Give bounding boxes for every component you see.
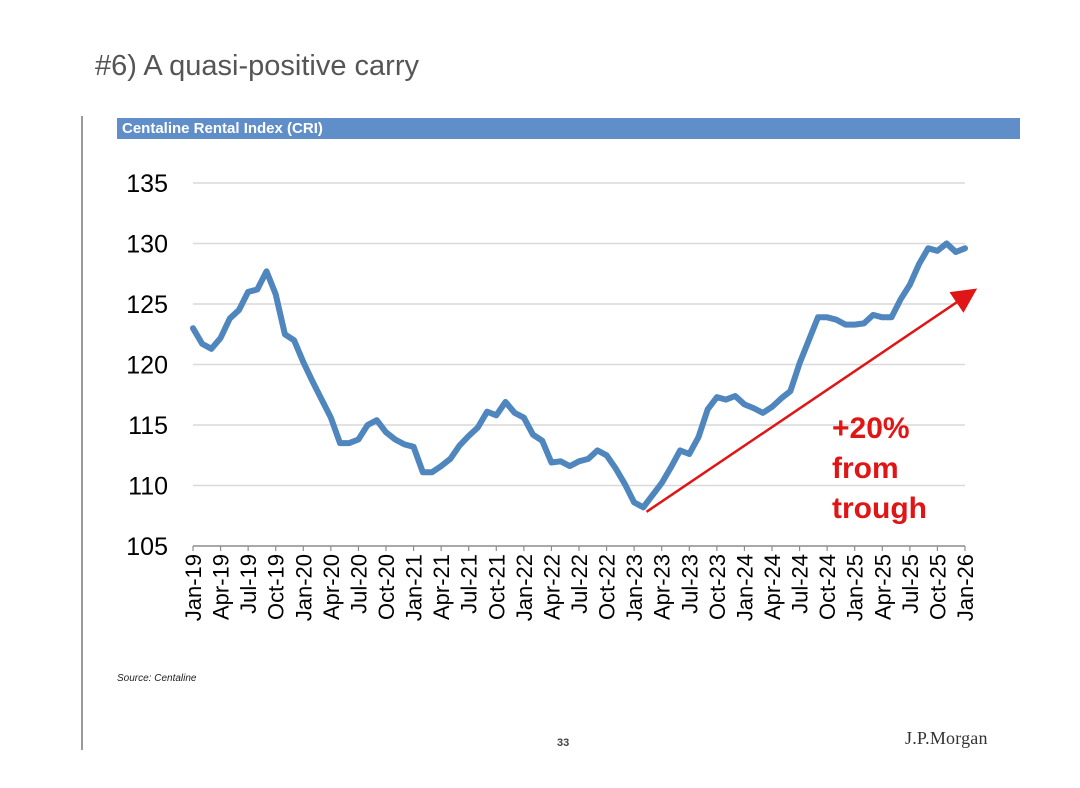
x-tick-label: Oct-25: [925, 554, 950, 620]
x-tick-label: Jan-19: [181, 554, 206, 621]
x-tick-label: Oct-23: [705, 554, 730, 620]
x-tick-label: Jul-19: [236, 554, 261, 614]
annotation-text: +20%: [832, 412, 910, 445]
x-tick-label: Apr-24: [760, 554, 785, 620]
x-tick-label: Apr-20: [319, 554, 344, 620]
x-tick-label: Apr-21: [429, 554, 454, 620]
x-tick-label: Jul-24: [788, 554, 813, 614]
y-tick-label: 130: [126, 231, 168, 259]
y-tick-label: 105: [126, 533, 168, 561]
x-tick-label: Jul-25: [898, 554, 923, 614]
y-tick-label: 135: [126, 170, 168, 198]
y-tick-label: 125: [126, 291, 168, 319]
y-tick-label: 110: [128, 473, 168, 501]
x-tick-label: Jul-20: [346, 554, 371, 614]
y-tick-label: 115: [128, 412, 168, 440]
x-tick-label: Apr-19: [209, 554, 234, 620]
slide-title: #6) A quasi-positive carry: [95, 50, 419, 82]
x-tick-label: Oct-20: [374, 554, 399, 620]
x-tick-label: Jul-23: [677, 554, 702, 614]
annotation-layer: +20% from trough: [645, 288, 978, 525]
x-tick-label: Jan-25: [843, 554, 868, 621]
x-tick-label: Jul-21: [457, 554, 482, 614]
gridlines: [193, 182, 965, 487]
chart-title: Centaline Rental Index (CRI): [117, 118, 1020, 139]
x-tick-label: Oct-19: [264, 554, 289, 620]
x-tick-label: Apr-22: [539, 554, 564, 620]
x-tick-label: Jul-22: [567, 554, 592, 614]
annotation-text: trough: [832, 492, 927, 525]
source-note: Source: Centaline: [117, 673, 197, 684]
series-layer: [190, 240, 968, 511]
page-number: 33: [557, 737, 570, 749]
x-tick-label: Oct-22: [595, 554, 620, 620]
x-tick-label: Apr-23: [650, 554, 675, 620]
x-tick-label: Jan-21: [402, 554, 427, 621]
x-tick-label: Apr-25: [870, 554, 895, 620]
y-tick-label: 120: [126, 352, 168, 380]
x-tick-label: Oct-24: [815, 554, 840, 620]
brand-logo: J.P.Morgan: [905, 728, 988, 748]
x-tick-label: Jan-20: [291, 554, 316, 621]
vertical-divider: [81, 116, 83, 750]
x-tick-label: Jan-24: [732, 554, 757, 621]
x-tick-label: Jan-22: [512, 554, 537, 621]
x-tick-label: Jan-26: [953, 554, 978, 621]
x-tick-label: Jan-23: [622, 554, 647, 621]
x-tick-label: Oct-21: [484, 554, 509, 620]
trend-arrow: [645, 288, 978, 513]
annotation-text: from: [832, 452, 899, 485]
